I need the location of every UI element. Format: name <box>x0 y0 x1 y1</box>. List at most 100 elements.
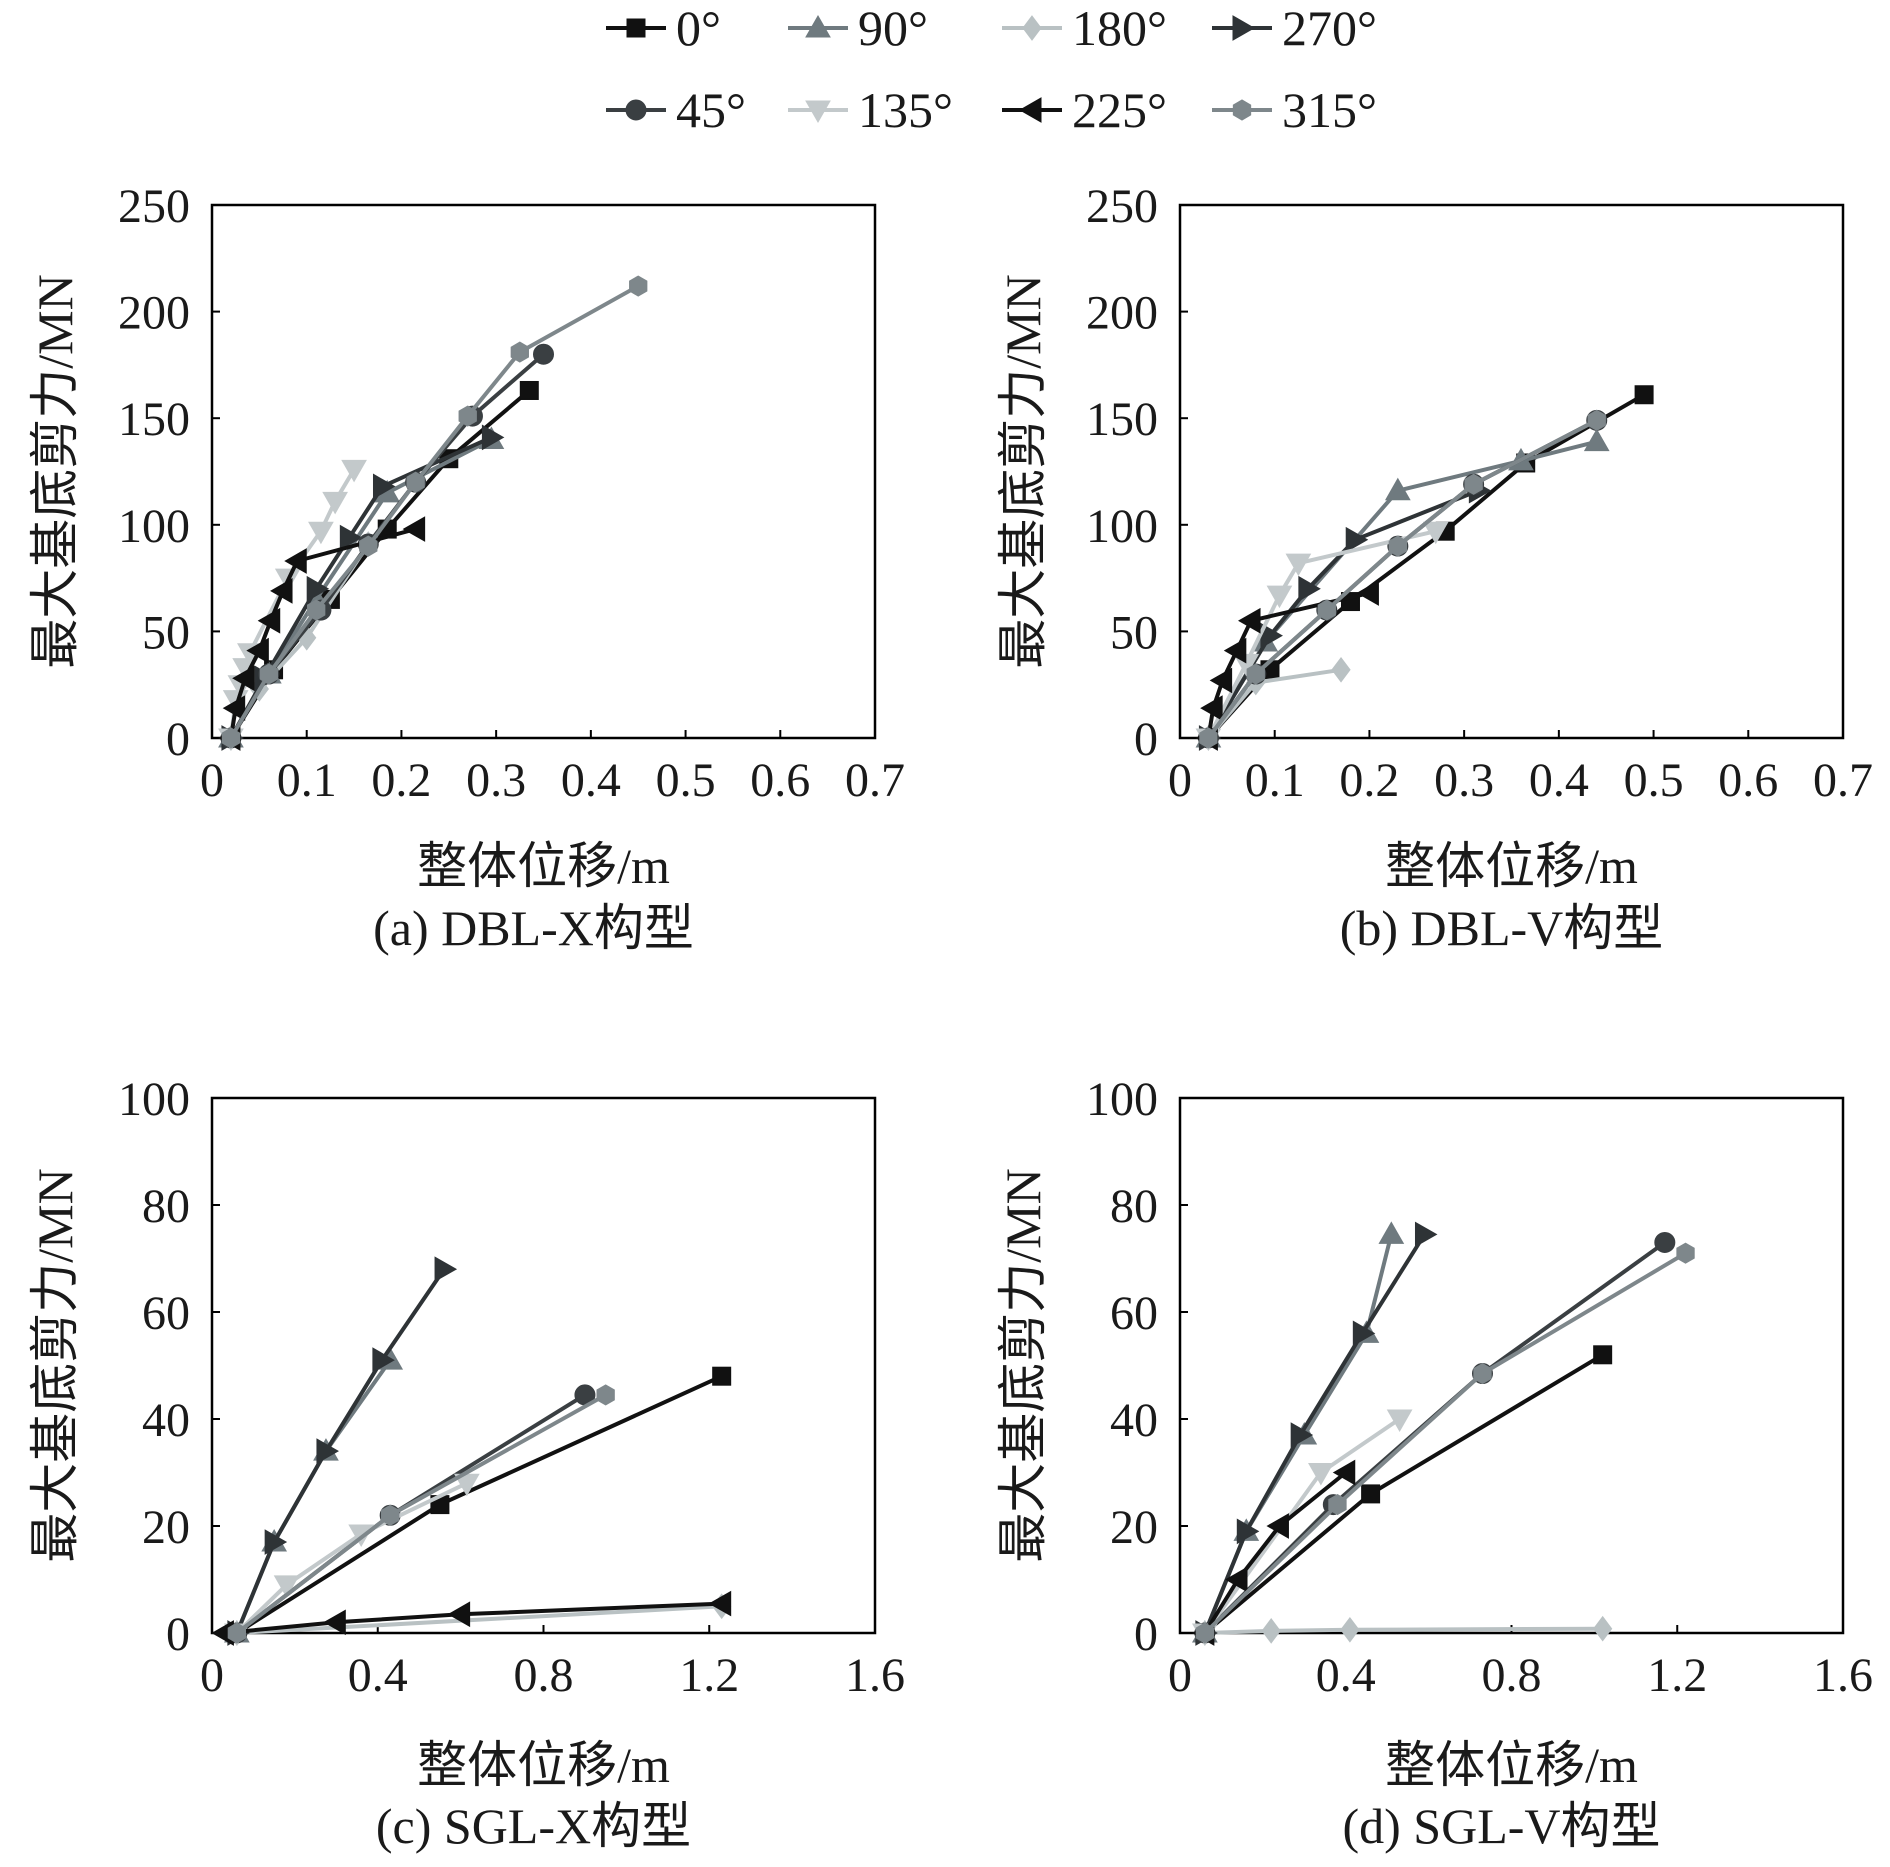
data-point-270deg <box>339 524 363 551</box>
y-tick-label: 20 <box>1110 1501 1158 1554</box>
y-tick-label: 150 <box>1086 393 1158 446</box>
series-90deg <box>218 426 505 748</box>
data-point-0deg <box>519 380 539 400</box>
data-point-270deg <box>1236 1518 1260 1545</box>
y-tick-label: 40 <box>142 1394 190 1447</box>
legend-label-45deg: 45° <box>676 82 746 138</box>
data-point-315deg <box>1388 535 1408 557</box>
legend-entry-0deg: 0° <box>606 0 721 56</box>
data-point-135deg <box>1308 1463 1334 1486</box>
legend-label-225deg: 225° <box>1072 82 1167 138</box>
y-tick-label: 100 <box>118 1073 190 1126</box>
data-point-270deg <box>372 1347 395 1374</box>
legend-entry-90deg: 90° <box>788 0 928 56</box>
data-point-315deg <box>1199 727 1218 749</box>
data-point-180deg <box>1593 1615 1613 1642</box>
data-point-90deg <box>1378 1221 1405 1244</box>
chart-c: 0 0.4 0.8 1.2 1.6 0 20 40 60 80 100 整体位移/m 最大基底剪力/MN… <box>27 1073 905 1854</box>
series-line-315deg <box>229 284 640 740</box>
series-315deg <box>1195 1242 1695 1644</box>
series-45deg <box>220 343 554 749</box>
data-point-315deg <box>227 1622 247 1644</box>
legend-entry-270deg: 270° <box>1212 0 1377 56</box>
data-point-225deg <box>1225 1566 1248 1593</box>
data-point-270deg <box>264 1529 288 1555</box>
x-tick-label: 0.5 <box>656 754 716 807</box>
data-point-315deg <box>221 727 241 749</box>
x-tick-label: 0.3 <box>1434 754 1494 807</box>
data-point-225deg <box>1200 695 1223 722</box>
chart-b: 0 0.1 0.2 0.3 0.4 0.5 0.6 0.7 0 50 100 150 200 250 整体位… <box>995 180 1873 956</box>
data-point-225deg <box>1209 667 1233 694</box>
x-axis-label: 整体位移/m <box>1385 1737 1638 1793</box>
data-point-270deg <box>434 1256 458 1283</box>
data-point-225deg <box>222 695 246 722</box>
charts: 0 0.1 0.2 0.3 0.4 0.5 0.6 0.7050100150200250整体位… <box>27 180 1873 1854</box>
data-point-315deg <box>1676 1242 1695 1264</box>
legend-marker-45deg <box>625 99 647 121</box>
series-line-180deg <box>1204 1626 1603 1635</box>
y-tick-label: 60 <box>142 1287 190 1340</box>
series-45deg <box>1197 409 1608 749</box>
y-axis-label: 最大基底剪力/MN <box>995 1168 1051 1562</box>
legend-label-270deg: 270° <box>1282 0 1377 56</box>
x-tick-label: 0.3 <box>466 754 526 807</box>
data-point-225deg <box>402 516 426 542</box>
x-tick-label: 0.5 <box>1624 754 1684 807</box>
legend-marker-90deg <box>805 14 831 38</box>
series-90deg <box>1195 428 1610 748</box>
data-point-315deg <box>1328 1494 1347 1516</box>
x-tick-label: 0.7 <box>1813 754 1873 807</box>
x-tick-label: 0.4 <box>1316 1649 1376 1702</box>
data-point-225deg <box>323 1609 346 1636</box>
data-point-270deg <box>372 473 396 500</box>
data-point-315deg <box>1246 663 1265 685</box>
legend-label-315deg: 315° <box>1282 82 1377 138</box>
legend: 0° 90° 180° 270° 45° 135° 225° 315° <box>606 0 1377 138</box>
data-point-315deg <box>381 1504 400 1526</box>
data-point-45deg <box>533 343 554 365</box>
y-tick-label: 0 <box>1134 713 1158 766</box>
data-point-315deg <box>458 405 477 427</box>
data-point-315deg <box>1195 1622 1215 1644</box>
data-point-135deg <box>341 459 367 483</box>
data-point-270deg <box>481 424 505 451</box>
x-tick-label: 1.2 <box>1647 1649 1707 1702</box>
data-point-135deg <box>322 491 348 515</box>
legend-label-135deg: 135° <box>858 82 953 138</box>
data-point-315deg <box>359 535 378 557</box>
x-axis-label: 整体位移/m <box>1385 838 1638 894</box>
data-point-135deg <box>1422 521 1449 545</box>
y-tick-label: 0 <box>1134 1608 1158 1661</box>
data-point-315deg <box>1317 599 1336 621</box>
data-point-135deg <box>273 1575 300 1598</box>
data-point-135deg <box>1285 553 1312 577</box>
data-point-315deg <box>1587 409 1606 431</box>
x-axis-label: 整体位移/m <box>417 838 670 894</box>
y-tick-label: 250 <box>1086 180 1158 233</box>
series-line-270deg <box>229 435 493 739</box>
series-270deg <box>221 424 505 751</box>
chart-caption: (d) SGL-V构型 <box>1342 1798 1660 1854</box>
x-tick-label: 0.4 <box>561 754 621 807</box>
data-point-270deg <box>1298 575 1321 602</box>
x-axis-label: 整体位移/m <box>417 1737 670 1793</box>
data-point-225deg <box>1223 637 1247 664</box>
x-tick-label: 0.8 <box>514 1649 574 1702</box>
data-point-315deg <box>307 599 326 621</box>
x-tick-label: 1.6 <box>845 1649 905 1702</box>
data-point-0deg <box>1593 1345 1613 1365</box>
data-point-315deg <box>1464 473 1483 495</box>
data-point-225deg <box>246 637 269 664</box>
y-tick-label: 150 <box>118 393 190 446</box>
legend-marker-270deg <box>1232 15 1256 41</box>
series-270deg <box>227 1256 458 1646</box>
legend-marker-135deg <box>805 100 831 124</box>
x-tick-label: 0.7 <box>845 754 905 807</box>
x-tick-label: 0.8 <box>1482 1649 1542 1702</box>
data-point-180deg <box>1261 1618 1281 1644</box>
data-point-225deg <box>1356 580 1379 606</box>
legend-label-180deg: 180° <box>1072 0 1167 56</box>
data-point-225deg <box>447 1601 471 1628</box>
y-tick-label: 80 <box>142 1180 190 1233</box>
